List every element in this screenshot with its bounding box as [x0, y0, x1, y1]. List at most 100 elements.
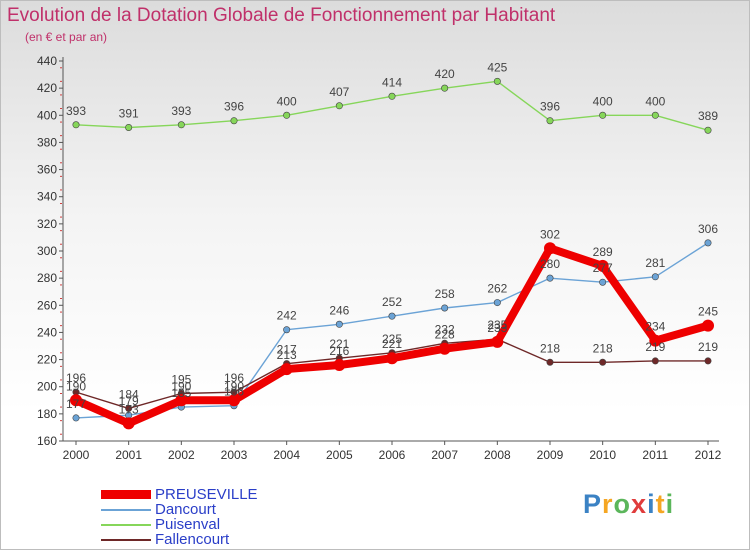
- data-label: 389: [698, 109, 718, 123]
- legend: PREUSEVILLE Dancourt Puisenval Fallencou…: [101, 487, 258, 547]
- data-point-preuseville: [175, 394, 188, 407]
- data-label: 393: [66, 104, 86, 118]
- data-label: 173: [119, 402, 139, 416]
- data-label: 289: [593, 245, 613, 259]
- logo-letter: x: [631, 489, 648, 519]
- data-point-fallencourt: [546, 358, 554, 366]
- data-label: 414: [382, 75, 402, 89]
- data-point-fallencourt: [599, 358, 607, 366]
- logo-letter: t: [655, 489, 666, 519]
- data-point-puisenval: [72, 121, 80, 129]
- data-label: 396: [224, 100, 244, 114]
- chart-subtitle: (en € et par an): [25, 30, 108, 44]
- data-label: 213: [277, 348, 297, 362]
- data-point-dancourt: [546, 274, 554, 282]
- data-label: 246: [329, 303, 349, 317]
- data-label: 407: [329, 85, 349, 99]
- data-label: 262: [487, 282, 507, 296]
- data-label: 221: [329, 337, 349, 351]
- legend-label: PREUSEVILLE: [155, 486, 258, 503]
- x-tick-label: 2011: [642, 448, 668, 462]
- data-point-puisenval: [599, 111, 607, 119]
- data-point-dancourt: [335, 320, 343, 328]
- data-label: 185: [171, 386, 191, 400]
- data-point-puisenval: [283, 111, 291, 119]
- y-tick-label: 300: [37, 244, 57, 258]
- legend-item: PREUSEVILLE: [101, 487, 258, 502]
- data-point-dancourt: [72, 414, 80, 422]
- data-label: 186: [224, 385, 244, 399]
- data-label: 216: [329, 344, 349, 358]
- x-tick-label: 2010: [589, 448, 616, 462]
- y-tick-label: 240: [37, 325, 57, 339]
- data-point-puisenval: [388, 92, 396, 100]
- legend-label: Puisenval: [155, 516, 221, 533]
- data-label: 400: [277, 94, 297, 108]
- x-tick-label: 2003: [221, 448, 248, 462]
- data-point-fallencourt: [125, 404, 133, 412]
- chart-title: Evolution de la Dotation Globale de Fonc…: [7, 5, 556, 26]
- data-point-preuseville: [596, 259, 609, 272]
- legend-item: Fallencourt: [101, 532, 258, 547]
- data-point-puisenval: [125, 124, 133, 132]
- x-tick-label: 2006: [379, 448, 406, 462]
- logo-letter: r: [602, 489, 614, 519]
- data-point-preuseville: [70, 394, 82, 407]
- data-label: 179: [119, 394, 139, 408]
- data-label: 196: [224, 371, 244, 385]
- proxiti-logo: Proxiti: [583, 489, 674, 520]
- y-tick-label: 340: [37, 190, 57, 204]
- data-label: 280: [540, 257, 560, 271]
- data-point-dancourt: [388, 312, 396, 320]
- y-tick-label: 360: [37, 163, 57, 177]
- data-point-puisenval: [651, 111, 659, 119]
- data-point-preuseville: [228, 394, 240, 407]
- data-label: 425: [487, 60, 507, 74]
- y-tick-label: 160: [37, 434, 57, 448]
- data-point-puisenval: [441, 84, 449, 92]
- legend-item: Dancourt: [101, 502, 258, 517]
- logo-letter: i: [665, 489, 675, 519]
- y-tick-label: 260: [37, 298, 57, 312]
- data-label: 233: [487, 321, 507, 335]
- data-point-fallencourt: [651, 357, 659, 365]
- y-tick-label: 380: [37, 135, 57, 149]
- data-label: 393: [171, 104, 191, 118]
- data-label: 302: [540, 227, 560, 241]
- y-tick-label: 440: [37, 54, 57, 68]
- legend-label: Dancourt: [155, 501, 216, 518]
- data-point-preuseville: [386, 352, 398, 365]
- logo-letter: o: [613, 489, 632, 519]
- data-label: 228: [435, 328, 455, 342]
- data-point-preuseville: [122, 417, 135, 430]
- y-tick-label: 280: [37, 271, 57, 285]
- data-label: 225: [382, 332, 402, 346]
- data-point-fallencourt: [704, 357, 712, 365]
- data-point-puisenval: [493, 77, 501, 85]
- data-label: 177: [66, 397, 86, 411]
- data-label: 219: [645, 340, 665, 354]
- data-label: 258: [435, 287, 455, 301]
- data-label: 400: [645, 94, 665, 108]
- data-point-puisenval: [177, 121, 185, 129]
- data-point-dancourt: [599, 278, 607, 286]
- data-point-dancourt: [493, 299, 501, 307]
- data-point-puisenval: [546, 117, 554, 125]
- data-label: 196: [66, 371, 86, 385]
- legend-swatch-fallencourt: [101, 538, 151, 541]
- data-point-preuseville: [649, 334, 662, 347]
- data-label: 245: [698, 305, 718, 319]
- x-tick-label: 2004: [273, 448, 300, 462]
- y-tick-label: 400: [37, 108, 57, 122]
- legend-swatch-puisenval: [101, 523, 151, 526]
- y-tick-label: 220: [37, 353, 57, 367]
- data-label: 221: [382, 337, 402, 351]
- data-point-dancourt: [704, 239, 712, 247]
- x-tick-label: 2009: [537, 448, 564, 462]
- data-label: 400: [593, 94, 613, 108]
- x-tick-label: 2000: [63, 448, 90, 462]
- data-point-preuseville: [280, 363, 293, 376]
- data-label: 190: [171, 379, 191, 393]
- data-label: 190: [224, 379, 244, 393]
- data-label: 218: [593, 341, 613, 355]
